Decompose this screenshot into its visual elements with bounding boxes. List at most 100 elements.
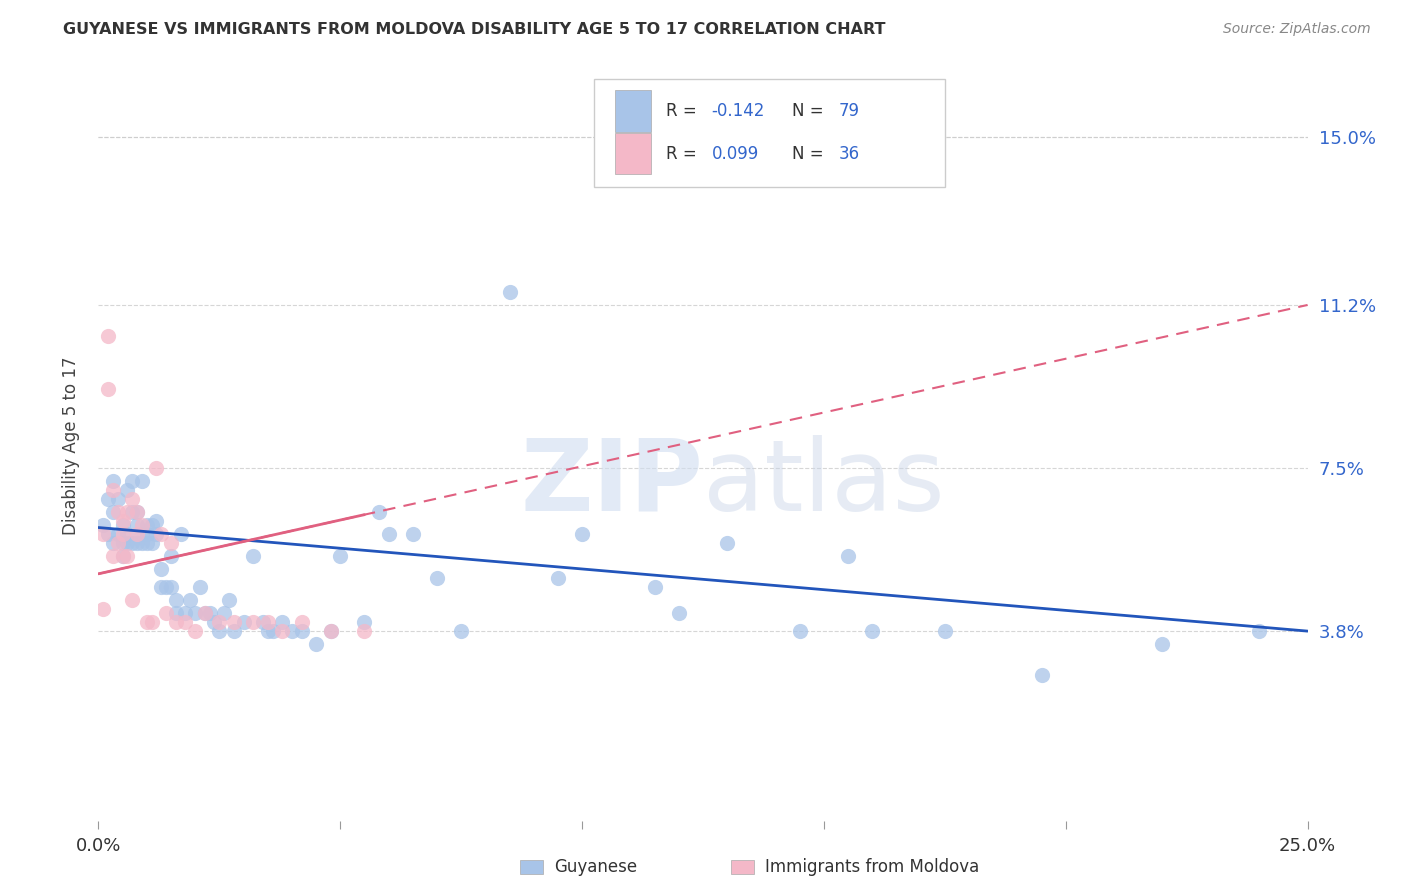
Point — [117, 505, 139, 519]
Point — [837, 549, 859, 564]
Point — [150, 527, 173, 541]
Point — [117, 549, 139, 564]
Text: Source: ZipAtlas.com: Source: ZipAtlas.com — [1223, 22, 1371, 37]
Y-axis label: Disability Age 5 to 17: Disability Age 5 to 17 — [62, 357, 80, 535]
Point — [97, 491, 120, 506]
Point — [204, 615, 226, 630]
Point — [194, 607, 217, 621]
Point — [1031, 668, 1053, 682]
Point — [305, 637, 328, 651]
Text: R =: R = — [665, 145, 702, 162]
Point — [121, 593, 143, 607]
Point — [281, 624, 304, 639]
Point — [135, 527, 157, 541]
Point — [117, 536, 139, 550]
Point — [101, 475, 124, 489]
Point — [1249, 624, 1271, 639]
Point — [127, 505, 149, 519]
Point — [644, 580, 666, 594]
Point — [716, 536, 738, 550]
Point — [319, 624, 342, 639]
Point — [107, 527, 129, 541]
Point — [160, 549, 183, 564]
Point — [271, 624, 294, 639]
Point — [1152, 637, 1174, 651]
Point — [426, 571, 449, 585]
Point — [127, 527, 149, 541]
Point — [242, 615, 264, 630]
Point — [155, 580, 177, 594]
Point — [101, 536, 124, 550]
Point — [111, 514, 134, 528]
Point — [117, 527, 139, 541]
Point — [353, 615, 375, 630]
Point — [150, 562, 173, 576]
Point — [111, 536, 134, 550]
Text: Guyanese: Guyanese — [554, 858, 637, 876]
Point — [232, 615, 254, 630]
Point — [271, 615, 294, 630]
Point — [107, 536, 129, 550]
Point — [184, 607, 207, 621]
Point — [498, 285, 520, 299]
Point — [131, 475, 153, 489]
Point — [188, 580, 211, 594]
Text: atlas: atlas — [703, 435, 945, 532]
Point — [141, 536, 163, 550]
Text: ZIP: ZIP — [520, 435, 703, 532]
Text: N =: N = — [793, 145, 830, 162]
Point — [547, 571, 569, 585]
Point — [256, 615, 278, 630]
FancyBboxPatch shape — [614, 133, 651, 175]
Point — [155, 607, 177, 621]
Point — [135, 518, 157, 533]
Point — [174, 607, 197, 621]
Point — [242, 549, 264, 564]
Point — [141, 615, 163, 630]
Point — [101, 549, 124, 564]
Point — [91, 518, 114, 533]
Point — [127, 518, 149, 533]
Point — [169, 527, 191, 541]
Point — [377, 527, 399, 541]
Point — [290, 615, 312, 630]
Point — [319, 624, 342, 639]
Point — [256, 624, 278, 639]
Point — [121, 505, 143, 519]
Point — [131, 518, 153, 533]
Point — [127, 505, 149, 519]
Point — [135, 536, 157, 550]
Point — [127, 536, 149, 550]
Text: N =: N = — [793, 102, 830, 120]
Point — [160, 580, 183, 594]
Point — [402, 527, 425, 541]
FancyBboxPatch shape — [595, 78, 945, 187]
Point — [218, 593, 240, 607]
Point — [789, 624, 811, 639]
Point — [165, 607, 187, 621]
Point — [107, 491, 129, 506]
Point — [97, 328, 120, 343]
Text: 0.099: 0.099 — [711, 145, 759, 162]
Point — [290, 624, 312, 639]
Point — [860, 624, 883, 639]
Text: GUYANESE VS IMMIGRANTS FROM MOLDOVA DISABILITY AGE 5 TO 17 CORRELATION CHART: GUYANESE VS IMMIGRANTS FROM MOLDOVA DISA… — [63, 22, 886, 37]
Point — [131, 527, 153, 541]
Point — [107, 505, 129, 519]
Point — [101, 505, 124, 519]
Point — [141, 518, 163, 533]
Point — [184, 624, 207, 639]
Point — [111, 518, 134, 533]
Point — [121, 491, 143, 506]
Point — [91, 527, 114, 541]
Point — [111, 527, 134, 541]
Point — [101, 483, 124, 497]
Point — [121, 475, 143, 489]
Point — [111, 549, 134, 564]
Point — [150, 580, 173, 594]
Point — [571, 527, 593, 541]
Point — [160, 536, 183, 550]
Text: 79: 79 — [838, 102, 859, 120]
Point — [111, 549, 134, 564]
Point — [668, 607, 690, 621]
